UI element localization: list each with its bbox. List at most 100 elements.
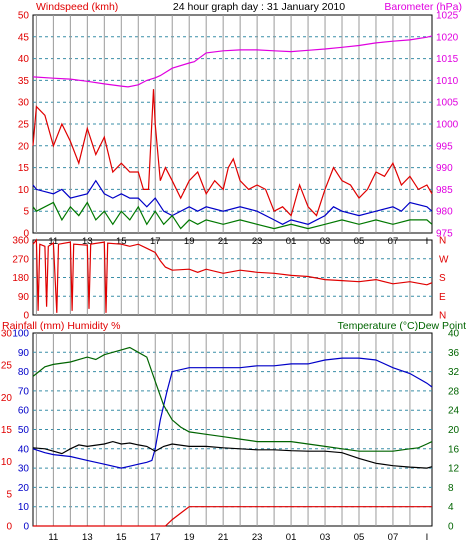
hour-tick-label: 17 bbox=[150, 532, 161, 543]
humidity-tick-label: 0 bbox=[23, 522, 29, 533]
average-wind-kmh-line bbox=[32, 201, 433, 230]
direction-tick-label: 0 bbox=[23, 311, 29, 322]
dew-point-c-line bbox=[32, 440, 433, 469]
direction-tick-labels: 360 270 180 90 0 bbox=[12, 236, 29, 322]
humidity-tick-label: 100 bbox=[12, 329, 29, 340]
windspeed-tick-label: 40 bbox=[18, 54, 30, 65]
windspeed-tick-label: 20 bbox=[18, 141, 30, 152]
temperature-tick-label: 28 bbox=[448, 386, 460, 397]
temperature-c-line bbox=[32, 346, 433, 452]
rainfall-tick-label: 5 bbox=[6, 489, 12, 500]
windspeed-tick-label: 5 bbox=[23, 207, 29, 218]
temperature-tick-label: 20 bbox=[448, 425, 460, 436]
humidity-tick-label: 30 bbox=[18, 464, 30, 475]
compass-label: S bbox=[439, 273, 446, 284]
humidity-tick-label: 70 bbox=[18, 386, 30, 397]
windspeed-tick-label: 0 bbox=[23, 229, 29, 240]
wind-speed-kmh-line bbox=[32, 179, 433, 225]
rainfall-tick-label: 0 bbox=[6, 522, 12, 533]
temperature-axis-label: Temperature (°C)Dew Point bbox=[338, 320, 467, 332]
direction-tick-label: 270 bbox=[12, 254, 29, 265]
hour-tick-label: 11 bbox=[48, 532, 58, 543]
rainfall-tick-label: 20 bbox=[1, 393, 13, 404]
humidity-tick-label: 60 bbox=[18, 406, 30, 417]
direction-tick-label: 360 bbox=[12, 236, 29, 247]
rainfall-tick-label: 10 bbox=[1, 457, 13, 468]
hour-tick-label: 19 bbox=[184, 532, 195, 543]
barometer-axis-label: Barometer (hPa) bbox=[384, 1, 462, 13]
humidity-tick-label: 90 bbox=[18, 348, 30, 359]
barometer-tick-label: 995 bbox=[436, 141, 453, 152]
panel-wind-baro-hour-labels: 11 13 15 17 19 21 23 01 03 05 07 I bbox=[48, 236, 428, 247]
barometer-tick-label: 1010 bbox=[436, 76, 459, 87]
temperature-tick-label: 0 bbox=[448, 522, 454, 533]
rainfall-tick-labels: 30 25 20 15 10 5 0 bbox=[1, 329, 13, 533]
windspeed-tick-label: 25 bbox=[18, 120, 30, 131]
hour-tick-label: 13 bbox=[82, 532, 93, 543]
rainfall-tick-label: 15 bbox=[1, 425, 13, 436]
hour-tick-label: I bbox=[426, 532, 429, 543]
windspeed-tick-label: 10 bbox=[18, 185, 30, 196]
barometer-tick-labels: 1025 1020 1015 1010 1005 1000 995 990 985 980 975 bbox=[436, 11, 459, 240]
rainfall-mm-line bbox=[33, 506, 432, 527]
temperature-tick-label: 24 bbox=[448, 406, 460, 417]
hour-tick-label: 15 bbox=[116, 532, 127, 543]
wind-direction-line bbox=[32, 238, 433, 313]
humidity-tick-label: 20 bbox=[18, 483, 30, 494]
hour-tick-label: 01 bbox=[286, 532, 297, 543]
humidity-tick-label: 80 bbox=[18, 367, 30, 378]
panel-wind-baro-series bbox=[32, 35, 433, 230]
temperature-tick-label: 36 bbox=[448, 348, 460, 359]
barometer-tick-label: 1025 bbox=[436, 11, 459, 22]
temperature-tick-label: 40 bbox=[448, 329, 460, 340]
direction-tick-label: 180 bbox=[12, 273, 29, 284]
panel-direction-grid bbox=[33, 240, 432, 315]
temperature-tick-label: 16 bbox=[448, 444, 460, 455]
rainfall-tick-label: 25 bbox=[1, 361, 13, 372]
windspeed-tick-label: 35 bbox=[18, 76, 30, 87]
windspeed-tick-label: 50 bbox=[18, 11, 30, 22]
hour-tick-label: 05 bbox=[354, 532, 365, 543]
barometer-tick-label: 1020 bbox=[436, 32, 459, 43]
hour-tick-label: 21 bbox=[218, 532, 229, 543]
panel-humidity-temp-series bbox=[32, 346, 433, 527]
humidity-tick-label: 40 bbox=[18, 444, 30, 455]
windspeed-axis-label: Windspeed (kmh) bbox=[36, 1, 118, 13]
temperature-tick-label: 4 bbox=[448, 502, 454, 513]
rain-humidity-axis-label: Rainfall (mm) Humidity % bbox=[2, 320, 120, 332]
chart-title: 24 hour graph day : 31 January 2010 bbox=[173, 1, 345, 13]
humidity-tick-label: 10 bbox=[18, 502, 30, 513]
humidity-line bbox=[32, 357, 433, 469]
hour-tick-label: 23 bbox=[252, 532, 263, 543]
hour-tick-label: 07 bbox=[388, 532, 399, 543]
temperature-tick-label: 8 bbox=[448, 483, 454, 494]
barometer-tick-label: 975 bbox=[436, 229, 453, 240]
compass-label: N bbox=[439, 236, 446, 247]
direction-tick-label: 90 bbox=[18, 292, 30, 303]
windspeed-tick-label: 30 bbox=[18, 98, 30, 109]
hour-tick-label: 03 bbox=[320, 532, 331, 543]
windspeed-tick-label: 15 bbox=[18, 163, 30, 174]
barometer-tick-label: 1015 bbox=[436, 54, 459, 65]
barometer-tick-label: 990 bbox=[436, 163, 453, 174]
windspeed-tick-label: 45 bbox=[18, 32, 30, 43]
panel-wind-baro-grid bbox=[33, 15, 432, 233]
panel-humidity-temp-grid bbox=[33, 333, 432, 526]
compass-label: E bbox=[439, 292, 446, 303]
barometer-hpa-line bbox=[32, 35, 433, 88]
compass-label: W bbox=[439, 254, 449, 265]
hour-tick-label: I bbox=[426, 236, 429, 247]
barometer-tick-label: 1000 bbox=[436, 120, 459, 131]
temperature-tick-label: 32 bbox=[448, 367, 460, 378]
barometer-tick-label: 980 bbox=[436, 207, 453, 218]
compass-label: N bbox=[439, 311, 446, 322]
panel-humidity-temp-hour-labels: 11 13 15 17 19 21 23 01 03 05 07 I bbox=[48, 532, 428, 543]
wind-gust-kmh-line bbox=[32, 89, 433, 217]
barometer-tick-label: 1005 bbox=[436, 98, 459, 109]
temperature-tick-label: 12 bbox=[448, 464, 460, 475]
